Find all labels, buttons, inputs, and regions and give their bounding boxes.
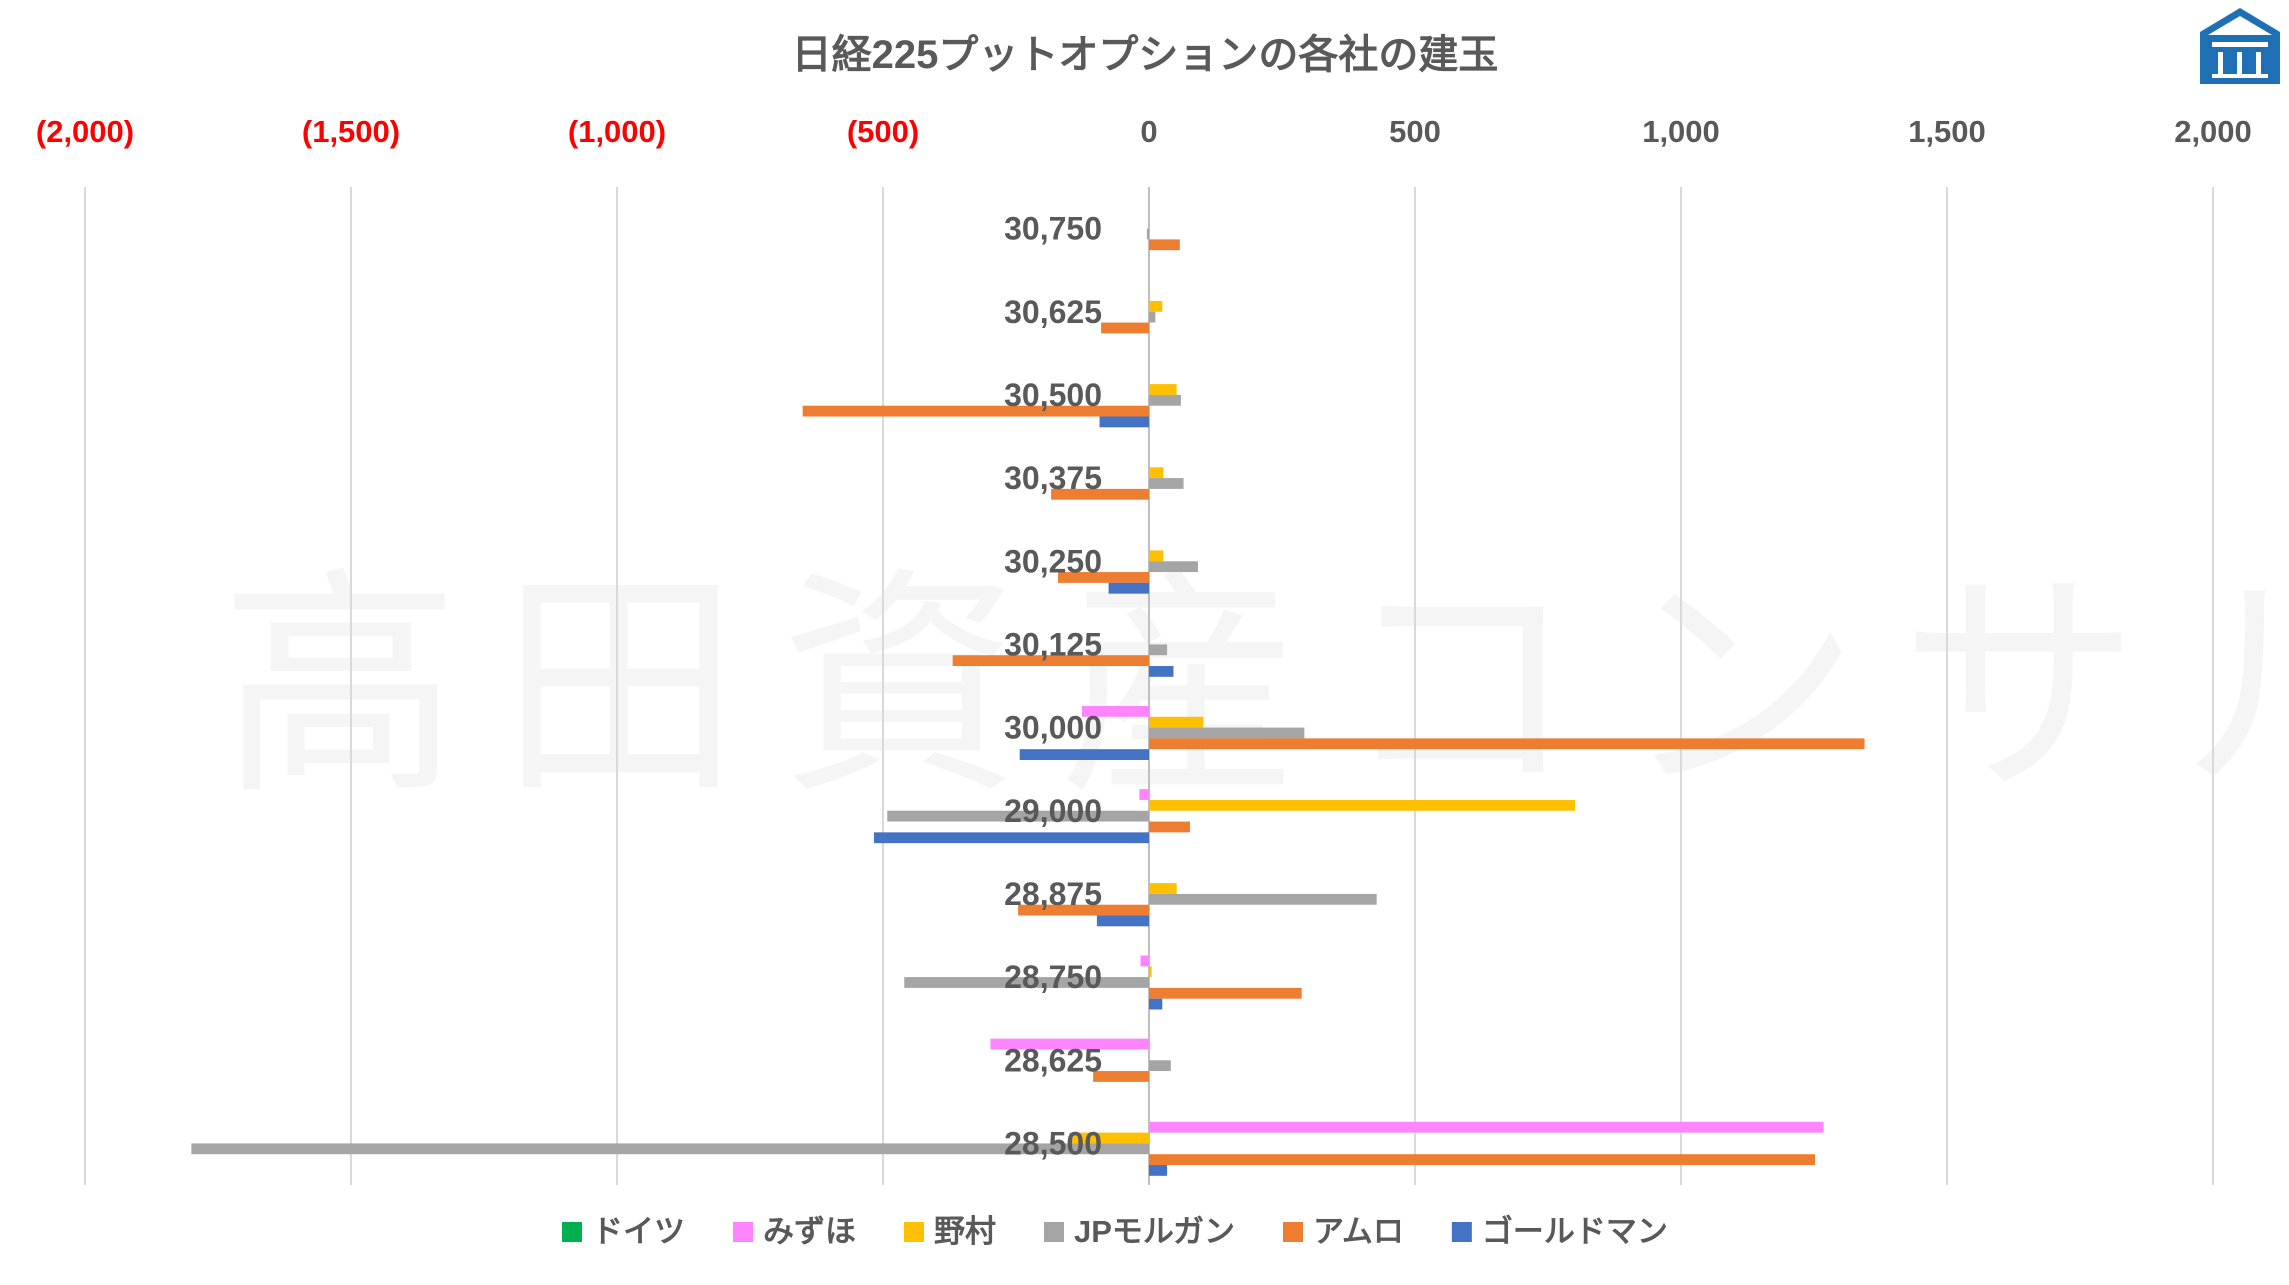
bar [904, 977, 1149, 988]
bar [1149, 561, 1198, 573]
bar [1108, 582, 1149, 594]
x-tick-label: 500 [1389, 114, 1441, 149]
category-label: 30,625 [1004, 294, 1102, 330]
category-label: 28,625 [1004, 1042, 1102, 1078]
x-tick-label: (2,000) [36, 114, 134, 149]
bar [1139, 789, 1149, 800]
category-label: 30,125 [1004, 626, 1102, 662]
x-axis-ticks: (2,000) (1,500) (1,000) (500) 0 500 1,000 1,500… [36, 114, 2252, 149]
bar [1149, 550, 1164, 562]
bar [1149, 1154, 1816, 1166]
bar [1140, 955, 1149, 967]
bar [1101, 322, 1149, 334]
bar [1149, 883, 1177, 894]
category-label: 30,750 [1004, 211, 1102, 247]
bar [1096, 915, 1149, 927]
bar [1149, 644, 1168, 656]
bar [1149, 300, 1163, 312]
bar [1149, 966, 1152, 978]
bar [1069, 1132, 1149, 1144]
gridlines [84, 187, 2214, 1185]
bar [1093, 1071, 1149, 1082]
bar [191, 1143, 1149, 1155]
category-label: 28,500 [1004, 1125, 1102, 1161]
logo-icon [2200, 8, 2280, 84]
bar [952, 655, 1149, 667]
bar [1146, 228, 1149, 240]
bar [1149, 893, 1377, 905]
category-label: 30,000 [1004, 710, 1102, 746]
bar [1149, 666, 1174, 677]
x-tick-label: 1,000 [1642, 114, 1720, 149]
chart-title: 日経225プットオプションの各社の建玉 [792, 33, 1499, 77]
x-tick-label: 0 [1140, 114, 1157, 149]
bar [887, 810, 1149, 822]
legend-label: 野村 [934, 1214, 996, 1249]
bar [1149, 738, 1865, 750]
bar [802, 405, 1149, 417]
bar [1149, 1060, 1171, 1072]
legend: ドイツ みずほ 野村 JPモルガン アムロ ゴールドマン [562, 1214, 1668, 1249]
bar [1149, 394, 1181, 406]
legend-label: アムロ [1313, 1214, 1404, 1249]
legend-label: ドイツ [592, 1214, 685, 1249]
bar [1149, 987, 1302, 999]
category-label: 30,500 [1004, 377, 1102, 413]
legend-swatch [904, 1222, 924, 1242]
x-tick-label: (1,000) [568, 114, 666, 149]
bar [1149, 1121, 1824, 1133]
bar [1018, 904, 1149, 916]
legend-label: ゴールドマン [1482, 1214, 1668, 1249]
legend-swatch [562, 1222, 582, 1242]
bar [1149, 727, 1305, 739]
legend-swatch [1044, 1222, 1064, 1242]
category-label: 28,875 [1004, 876, 1102, 912]
bar [1149, 478, 1184, 489]
x-tick-label: (1,500) [302, 114, 400, 149]
category-labels: 30,750 30,625 30,500 30,375 30,250 30,125 30,0… [1004, 211, 1102, 1162]
legend-swatch [1283, 1222, 1303, 1242]
bar [1149, 716, 1204, 728]
bars [191, 228, 1865, 1176]
bar [873, 832, 1149, 844]
watermark: 高田資産コンサル [220, 553, 2289, 821]
category-label: 29,000 [1004, 793, 1102, 829]
bar [1149, 467, 1164, 479]
bar [1149, 799, 1576, 811]
category-label: 28,750 [1004, 959, 1102, 995]
bar [1051, 488, 1149, 500]
bar [1149, 998, 1163, 1010]
bar [1149, 311, 1156, 323]
category-label: 30,250 [1004, 543, 1102, 579]
bar [1149, 384, 1177, 395]
x-tick-label: 2,000 [2174, 114, 2252, 149]
bar [990, 1038, 1149, 1050]
bar [1149, 821, 1190, 833]
category-label: 30,375 [1004, 460, 1102, 496]
bar [1149, 239, 1180, 251]
x-tick-label: 1,500 [1908, 114, 1986, 149]
x-tick-label: (500) [847, 114, 919, 149]
bar [1019, 749, 1149, 760]
legend-swatch [733, 1222, 753, 1242]
bar [1058, 572, 1149, 583]
bar [1099, 416, 1149, 428]
legend-swatch [1451, 1222, 1472, 1242]
legend-label: JPモルガン [1074, 1214, 1235, 1249]
bar [1149, 1165, 1168, 1176]
bar [1081, 705, 1149, 717]
legend-label: みずほ [763, 1214, 856, 1249]
